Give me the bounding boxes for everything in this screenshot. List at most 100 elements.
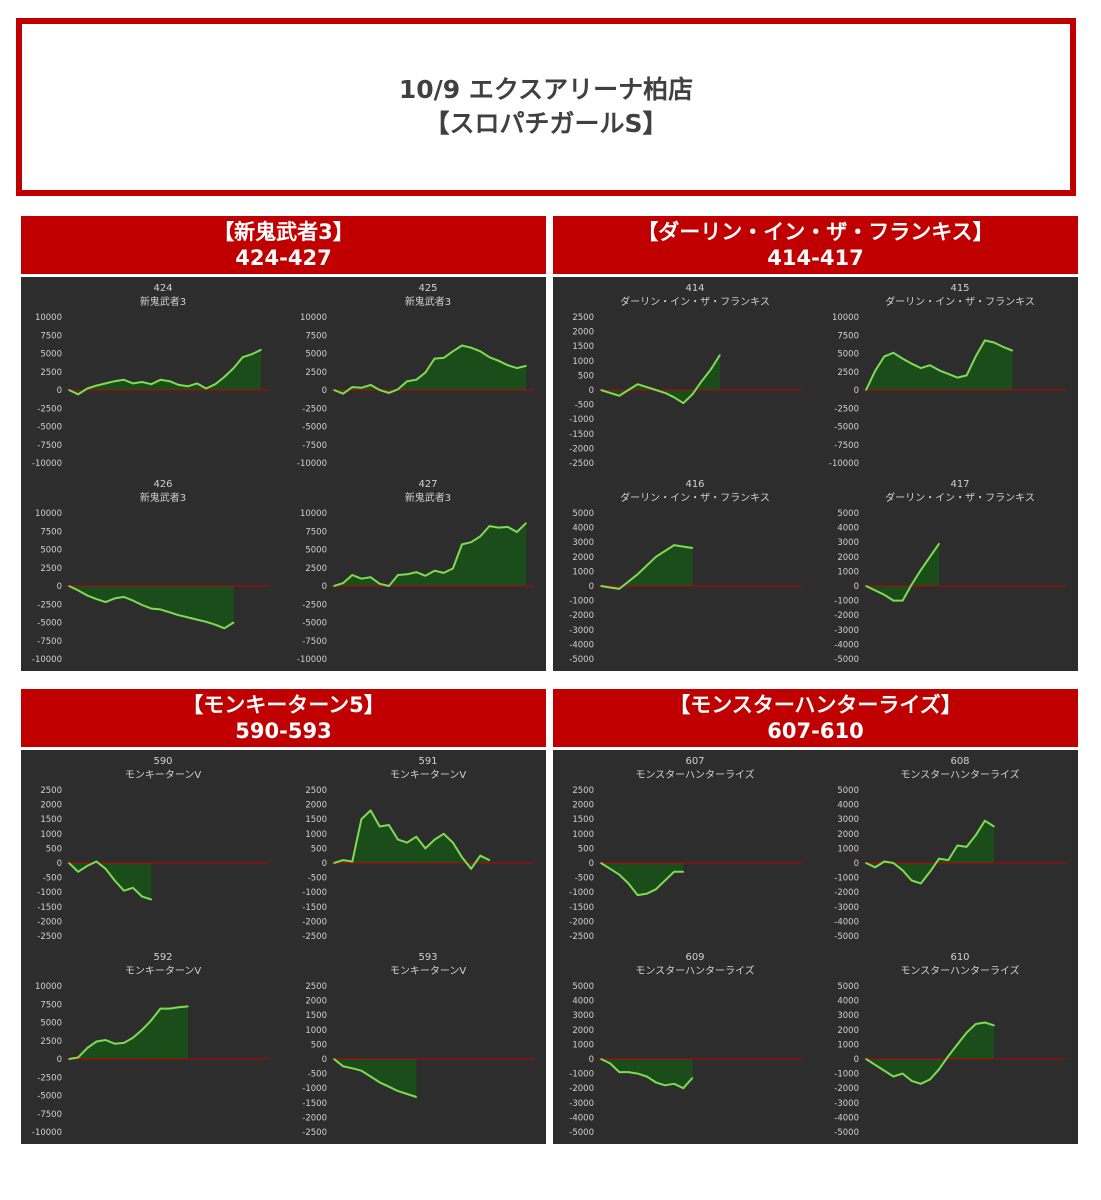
data-point [901, 869, 904, 872]
data-point [600, 1058, 602, 1060]
data-point [874, 866, 876, 869]
section-header: 【モンスターハンターライズ】 607-610 [553, 689, 1078, 747]
y-tick-label: 10000 [300, 313, 327, 323]
chart-number-label: 592 [153, 952, 172, 963]
data-point [378, 583, 381, 585]
chart-593: 593 モンキーターンV 2500 2000 1500 1000 500 0 -500 -1000… [302, 952, 534, 1138]
data-point [150, 1019, 153, 1022]
y-tick-label: -4000 [569, 1113, 594, 1123]
data-point [177, 384, 180, 386]
y-tick-label: -5000 [37, 423, 62, 433]
chart-title-label: 新鬼武者3 [405, 295, 451, 308]
y-tick-label: 7500 [837, 331, 859, 341]
data-point [104, 868, 107, 870]
y-tick-label: 1000 [305, 830, 327, 840]
y-tick-label: -10000 [297, 655, 327, 665]
y-tick-label: 2000 [40, 801, 62, 811]
chart-title-label: モンキーターンV [390, 769, 466, 781]
y-tick-label: -5000 [37, 1092, 62, 1102]
chart-title-label: 新鬼武者3 [140, 491, 186, 504]
data-point [947, 373, 950, 375]
data-point [232, 621, 235, 624]
data-point [214, 383, 217, 385]
y-tick-label: 2500 [40, 1037, 62, 1047]
y-tick-label: 2500 [837, 368, 859, 378]
data-point [609, 586, 611, 589]
y-tick-label: 0 [57, 1055, 62, 1065]
y-tick-label: 5000 [305, 546, 327, 556]
data-point [691, 1077, 694, 1079]
y-tick-label: -1000 [834, 597, 859, 607]
data-point [388, 1085, 390, 1088]
data-point [938, 857, 940, 860]
y-tick-label: -4000 [834, 640, 859, 650]
data-point [77, 393, 79, 396]
data-point [406, 573, 408, 576]
y-tick-label: 2500 [40, 368, 62, 378]
chart-title-label: モンスターハンターライズ [635, 964, 754, 977]
data-point [397, 838, 399, 841]
data-point [86, 865, 89, 867]
y-tick-label: -5000 [302, 619, 327, 629]
y-tick-label: -10000 [32, 655, 62, 665]
data-point [993, 1024, 995, 1027]
data-point [415, 379, 418, 381]
y-tick-label: 10000 [35, 982, 62, 992]
data-point [609, 392, 611, 394]
y-tick-label: 2500 [572, 313, 594, 323]
data-point [1002, 346, 1004, 348]
data-point [655, 556, 657, 558]
y-tick-label: 2000 [572, 328, 594, 338]
data-point [965, 1031, 968, 1034]
y-tick-label: -2500 [569, 932, 594, 942]
y-tick-label: 7500 [40, 331, 62, 341]
data-point [682, 1087, 685, 1089]
series-area [601, 1059, 693, 1089]
y-tick-label: -3000 [834, 626, 859, 636]
data-point [636, 383, 639, 385]
data-point [86, 594, 89, 597]
section-darling: 【ダーリン・イン・ザ・フランキス】 414-417 414 ダーリン・イン・ザ・フ… [553, 216, 1078, 671]
data-point [645, 892, 648, 895]
data-point [397, 1090, 399, 1092]
data-point [910, 583, 913, 586]
data-point [525, 522, 527, 524]
y-tick-label: -2500 [302, 1128, 327, 1138]
data-point [205, 621, 207, 623]
data-point [984, 819, 986, 822]
data-point [141, 895, 143, 898]
series-line [333, 522, 527, 587]
y-tick-label: -2000 [302, 917, 327, 927]
data-point [461, 856, 463, 858]
data-point [609, 1062, 611, 1065]
data-point [901, 599, 904, 602]
chart-title-label: ダーリン・イン・ザ・フランキス [620, 491, 770, 504]
y-tick-label: 3000 [572, 538, 594, 548]
y-tick-label: 0 [854, 582, 859, 592]
data-point [342, 392, 344, 395]
y-tick-label: 0 [854, 1055, 859, 1065]
y-tick-label: 0 [589, 386, 594, 396]
chart-number-label: 426 [153, 479, 172, 490]
data-point [892, 1075, 895, 1078]
y-tick-label: 2500 [305, 786, 327, 796]
data-point [965, 846, 968, 848]
data-point [497, 526, 500, 529]
data-point [360, 577, 363, 580]
y-tick-label: -2000 [302, 1113, 327, 1123]
data-point [177, 1006, 180, 1008]
data-point [461, 344, 463, 347]
y-tick-label: -1500 [302, 903, 327, 913]
y-tick-label: -500 [308, 1070, 327, 1080]
y-tick-label: -7500 [37, 441, 62, 451]
y-tick-label: -1500 [569, 430, 594, 440]
data-point [947, 859, 950, 861]
data-point [168, 380, 171, 382]
data-point [424, 371, 427, 374]
y-tick-label: -2500 [569, 459, 594, 469]
chart-number-label: 607 [685, 756, 704, 767]
data-point [883, 355, 886, 358]
